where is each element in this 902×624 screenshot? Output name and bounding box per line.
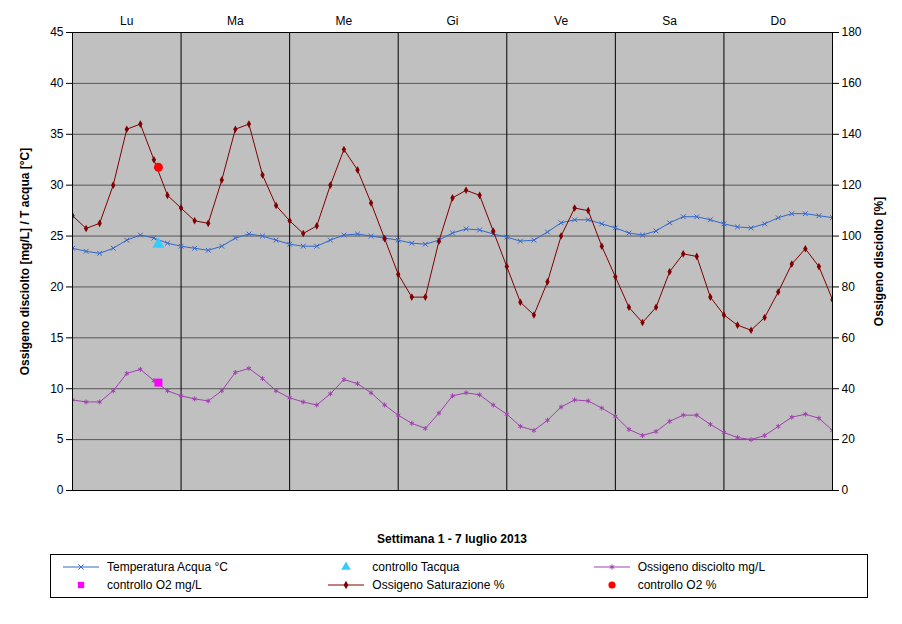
html-text:Settimana 1 - 7 luglio 2013: Settimana 1 - 7 luglio 2013	[377, 532, 527, 546]
html-text:controllo O2 mg/L: controllo O2 mg/L	[107, 578, 202, 592]
html-text:Temperatura Acqua °C: Temperatura Acqua °C	[107, 560, 228, 574]
svg-text:Ve: Ve	[554, 14, 568, 28]
html-text:Ossigeno disciolto mg/L: Ossigeno disciolto mg/L	[637, 560, 766, 574]
svg-text:40: 40	[842, 382, 856, 396]
svg-text:40: 40	[50, 76, 64, 90]
svg-text:30: 30	[50, 178, 64, 192]
svg-text:45: 45	[50, 25, 64, 39]
svg-text:120: 120	[842, 178, 862, 192]
svg-text:20: 20	[842, 432, 856, 446]
html-text:controllo O2 %: controllo O2 %	[637, 578, 717, 592]
svg-text:Do: Do	[771, 14, 787, 28]
svg-text:180: 180	[842, 25, 862, 39]
svg-text:5: 5	[57, 432, 64, 446]
svg-text:Ossigeno disciolto [mg/L] / T: Ossigeno disciolto [mg/L] / T acqua [°C]	[18, 148, 32, 375]
html-text:controllo Tacqua: controllo Tacqua	[372, 560, 460, 574]
svg-text:160: 160	[842, 76, 862, 90]
svg-text:Ma: Ma	[227, 14, 244, 28]
svg-text:Lu: Lu	[120, 14, 133, 28]
svg-text:25: 25	[50, 229, 64, 243]
svg-text:Gi: Gi	[447, 14, 459, 28]
svg-text:20: 20	[50, 280, 64, 294]
svg-text:0: 0	[57, 483, 64, 497]
html-text:Ossigeno Saturazione %: Ossigeno Saturazione %	[372, 578, 505, 592]
svg-text:Me: Me	[336, 14, 353, 28]
svg-text:0: 0	[842, 483, 849, 497]
svg-text:100: 100	[842, 229, 862, 243]
svg-text:60: 60	[842, 331, 856, 345]
svg-text:Sa: Sa	[662, 14, 677, 28]
svg-text:10: 10	[50, 382, 64, 396]
svg-text:35: 35	[50, 127, 64, 141]
svg-text:Ossigeno disciolto [%]: Ossigeno disciolto [%]	[872, 197, 886, 326]
svg-text:15: 15	[50, 331, 64, 345]
svg-text:140: 140	[842, 127, 862, 141]
svg-text:80: 80	[842, 280, 856, 294]
